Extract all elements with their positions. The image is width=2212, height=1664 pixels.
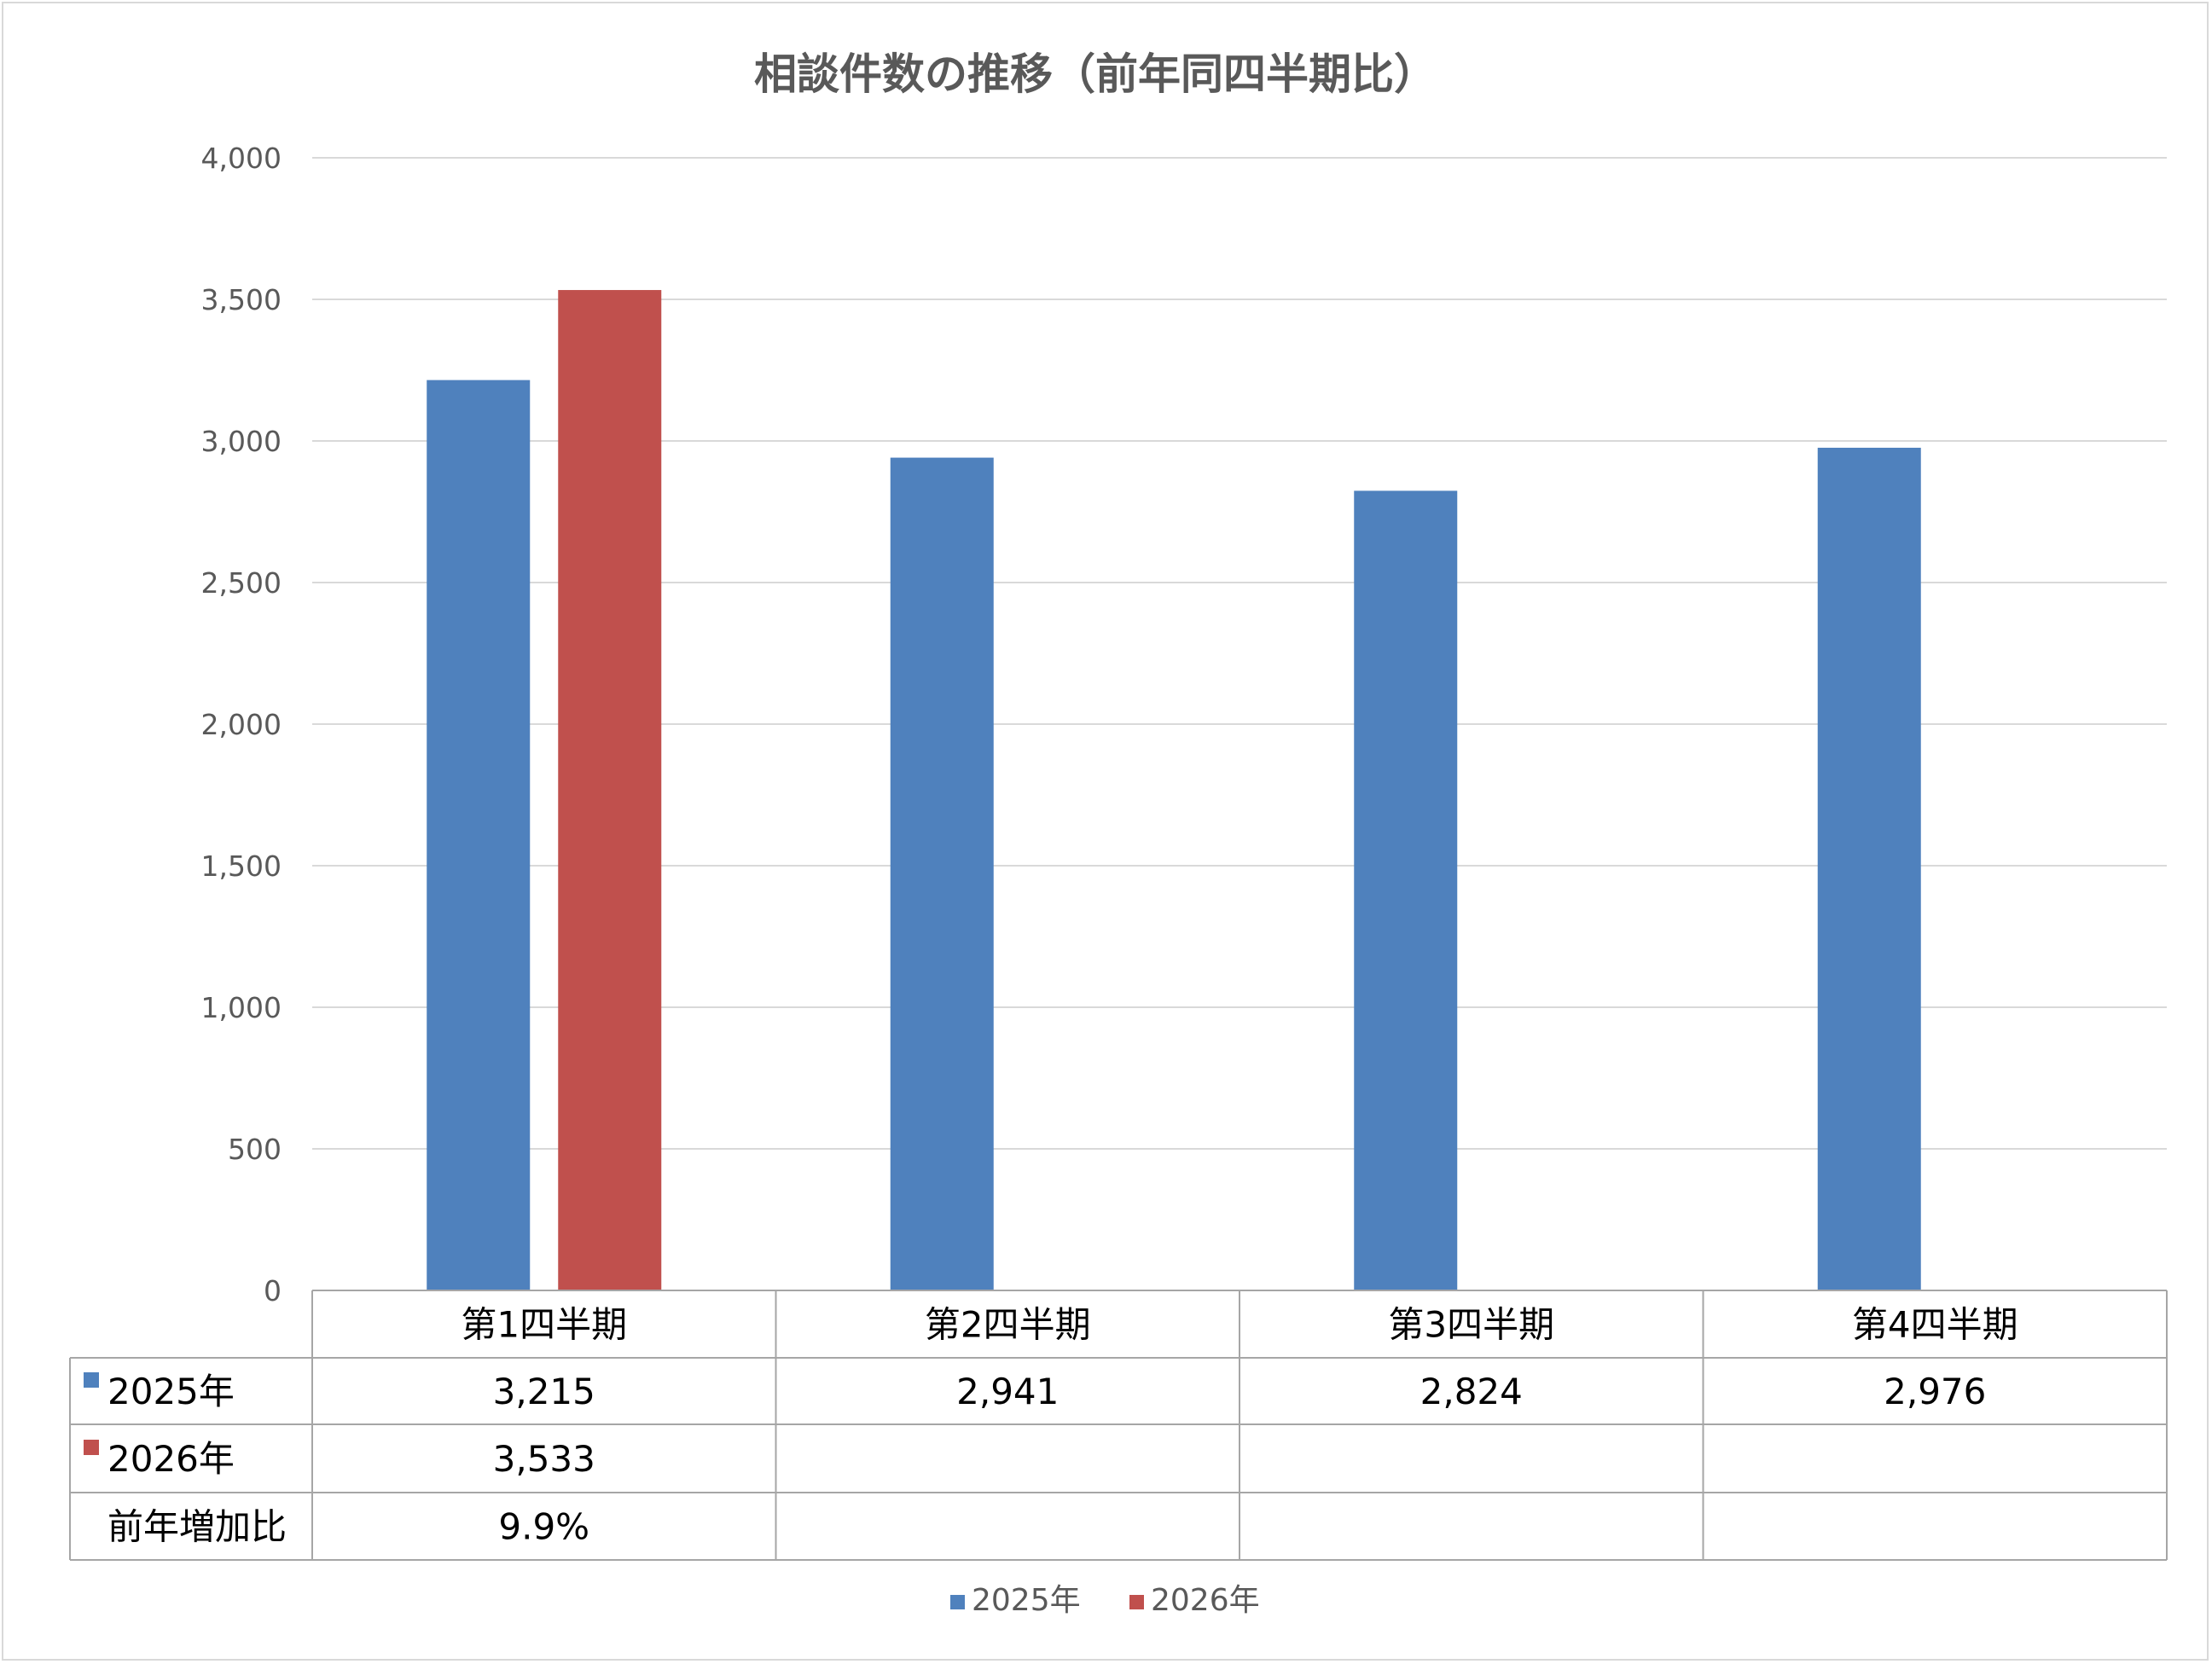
y-tick-label: 2,500 [201,566,282,600]
legend-label: 2025年 [972,1583,1081,1618]
extra-row-label: 前年増加比 [107,1506,287,1548]
table-cell-value: 2,976 [1884,1371,1986,1412]
y-axis-tick-labels: 0 500 1,000 1,500 2,000 2,500 3,000 3,500 4,000 [201,142,282,1307]
bar [890,457,994,1290]
chart-svg: 相談件数の推移（前年同四半期比） 0 500 1,000 1,500 2,000 2,50… [69,49,2168,1618]
y-tick-label: 1,000 [201,991,282,1024]
y-tick-label: 0 [264,1274,282,1307]
y-tick-label: 1,500 [201,849,282,883]
table-legend-key [84,1372,99,1388]
y-tick-label: 4,000 [201,142,282,175]
chart-title: 相談件数の推移（前年同四半期比） [754,49,1437,99]
table-cell-value: 2,824 [1420,1371,1523,1412]
y-tick-label: 3,000 [201,425,282,458]
y-tick-label: 2,000 [201,708,282,741]
bar [558,290,662,1291]
category-label: 第1四半期 [461,1304,627,1346]
table-cell-value: 2,941 [956,1371,1059,1412]
table-cell-value: 9.9% [498,1506,589,1548]
bar [427,380,531,1290]
legend-label: 2026年 [1151,1583,1260,1618]
data-table: 第1四半期 第2四半期 第3四半期 第4四半期 2025年 3,215 2,941 2,824… [69,1290,2168,1561]
legend: 2025年 2026年 [950,1583,1260,1618]
table-cell-value: 3,215 [493,1371,595,1412]
series-row-label: 2026年 [107,1438,235,1480]
table-legend-key [84,1440,99,1455]
series-row-label: 2025年 [107,1371,235,1412]
y-tick-label: 3,500 [201,283,282,316]
legend-key [950,1595,965,1609]
bars [427,290,1921,1291]
category-label: 第3四半期 [1388,1304,1554,1346]
y-tick-label: 500 [228,1133,282,1166]
legend-key [1129,1595,1144,1609]
category-label: 第2四半期 [925,1304,1091,1346]
table-cell-value: 3,533 [493,1438,595,1480]
bar [1817,447,1921,1290]
bar [1354,490,1458,1290]
category-label: 第4四半期 [1852,1304,2018,1346]
